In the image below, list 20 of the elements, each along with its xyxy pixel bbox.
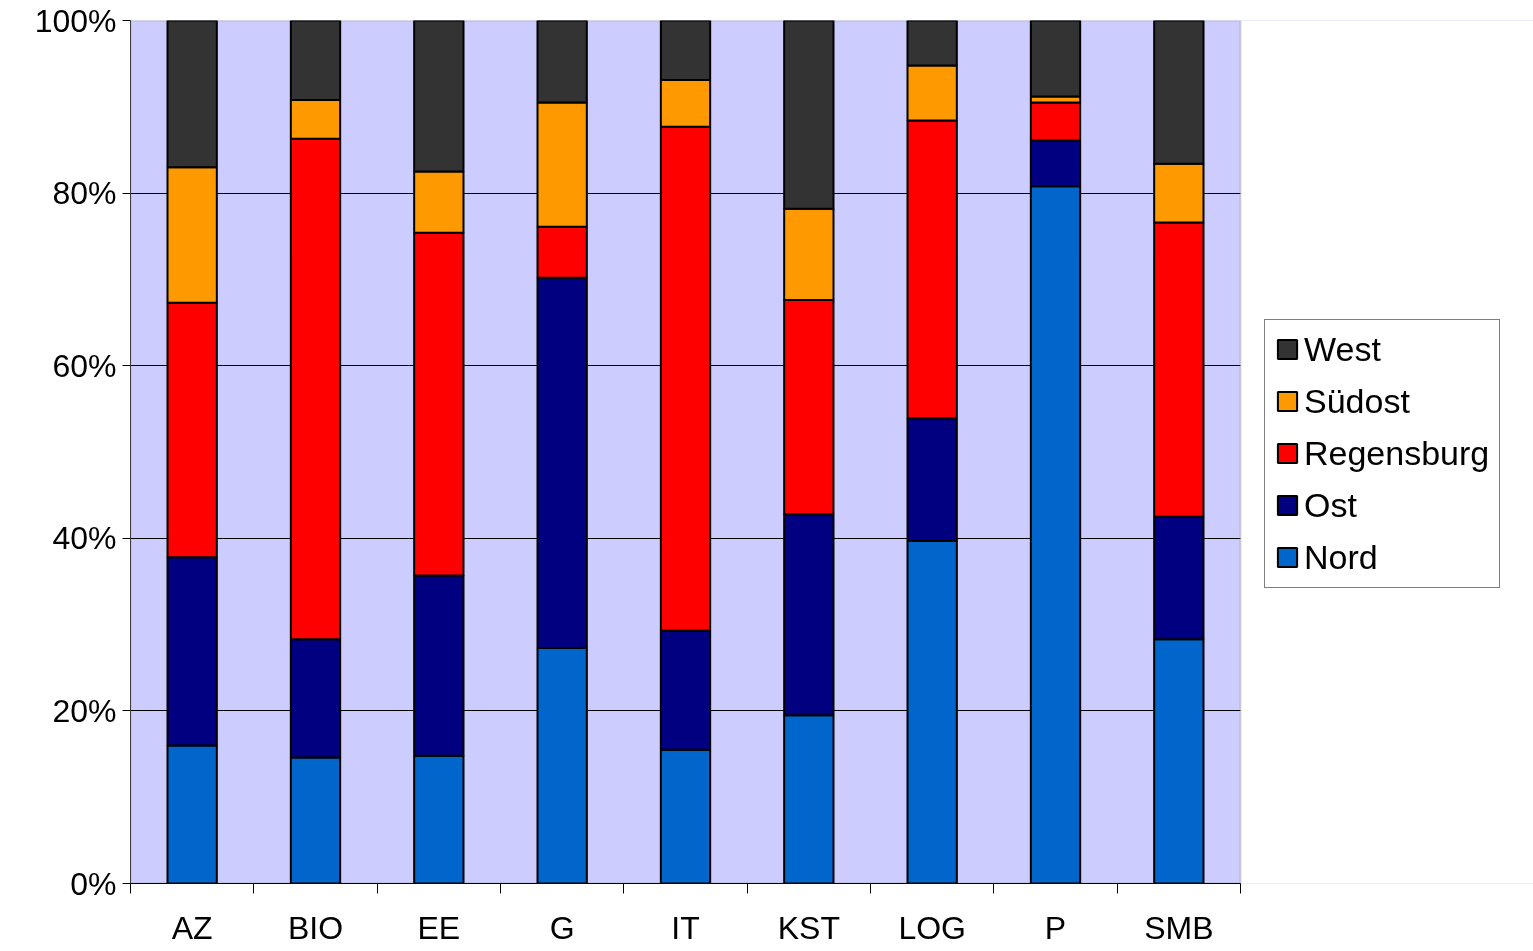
y-tick-label: 0% bbox=[70, 865, 117, 902]
x-tick-label: BIO bbox=[287, 909, 344, 946]
x-tick-label: SMB bbox=[1144, 909, 1214, 946]
y-tick-label: 80% bbox=[52, 175, 117, 212]
x-tick-label: IT bbox=[671, 909, 700, 946]
x-tick-label: KST bbox=[777, 909, 840, 946]
y-tick-label: 40% bbox=[52, 520, 117, 557]
y-tick-label: 20% bbox=[52, 692, 117, 729]
legend-label: Regensburg bbox=[1304, 433, 1490, 473]
x-tick-label: AZ bbox=[171, 909, 213, 946]
legend-label: West bbox=[1304, 329, 1381, 369]
y-tick-label: 100% bbox=[34, 2, 117, 39]
legend-label: Südost bbox=[1304, 381, 1410, 421]
y-tick-label: 60% bbox=[52, 347, 117, 384]
x-tick-label: EE bbox=[417, 909, 461, 946]
legend-label: Nord bbox=[1304, 537, 1378, 577]
x-tick-label: G bbox=[549, 909, 575, 946]
x-tick-label: LOG bbox=[898, 909, 966, 946]
x-tick-label: P bbox=[1044, 909, 1067, 946]
legend-label: Ost bbox=[1304, 485, 1357, 525]
